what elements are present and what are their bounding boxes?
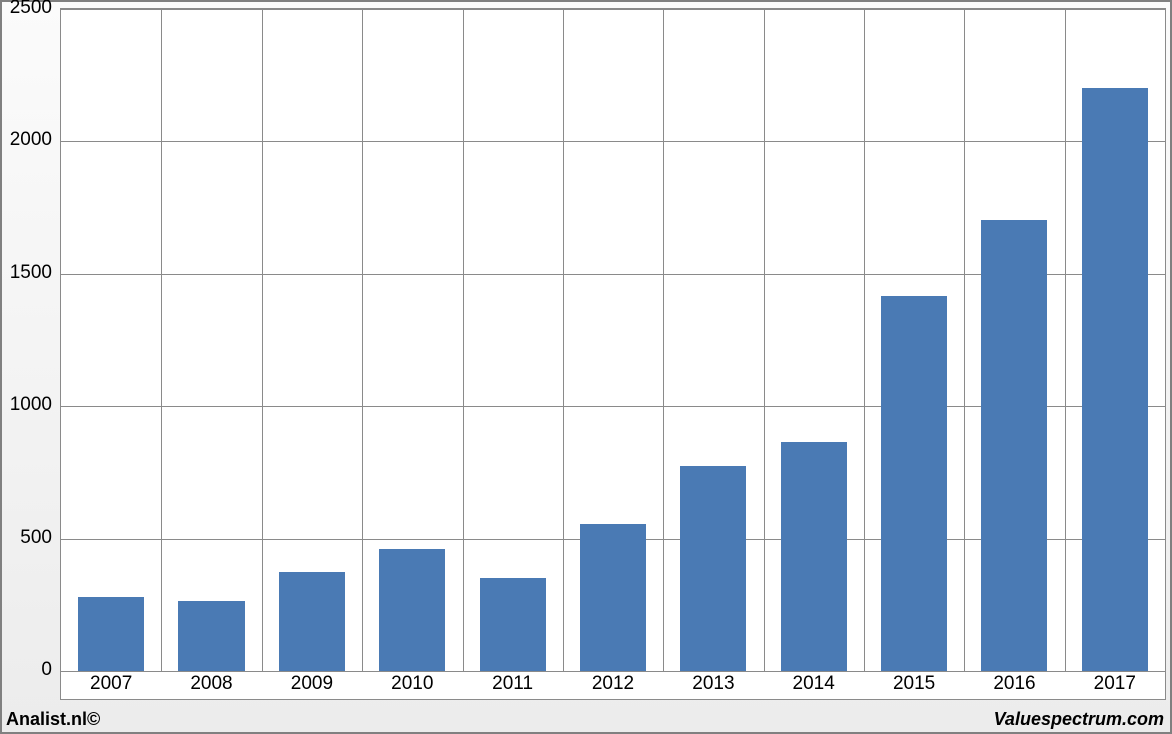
bar [480, 578, 546, 671]
bar [1082, 88, 1148, 671]
footer-right-credit: Valuespectrum.com [994, 709, 1164, 730]
x-tick-label: 2011 [492, 673, 533, 695]
gridline-v [964, 9, 965, 671]
gridline-v [764, 9, 765, 671]
chart-frame: 0 500 1000 1500 2000 2500 [0, 0, 1172, 734]
gridline-h [61, 141, 1165, 142]
x-tick-label: 2012 [592, 673, 634, 695]
gridline-v [1065, 9, 1066, 671]
bar [78, 597, 144, 671]
y-tick-label: 1000 [2, 394, 52, 416]
y-tick-label: 500 [2, 527, 52, 549]
gridline-v [663, 9, 664, 671]
y-tick-label: 2500 [2, 0, 52, 19]
bar [580, 524, 646, 671]
x-tick-label: 2016 [993, 673, 1035, 695]
gridline-v [262, 9, 263, 671]
x-tick-label: 2014 [793, 673, 835, 695]
gridline-v [362, 9, 363, 671]
y-tick-label: 2000 [2, 129, 52, 151]
x-axis-line [61, 671, 1165, 672]
x-tick-label: 2017 [1094, 673, 1136, 695]
x-tick-label: 2010 [391, 673, 433, 695]
bar [178, 601, 244, 671]
footer-left-credit: Analist.nl© [6, 709, 100, 730]
gridline-h [61, 9, 1165, 10]
bar [781, 442, 847, 671]
bar [379, 549, 445, 671]
x-tick-label: 2009 [291, 673, 333, 695]
bar [981, 220, 1047, 672]
x-tick-label: 2013 [692, 673, 734, 695]
x-tick-label: 2008 [190, 673, 232, 695]
plot-area: 2007 2008 2009 2010 2011 2012 2013 2014 … [60, 8, 1166, 700]
gridline-v [463, 9, 464, 671]
gridline-v [864, 9, 865, 671]
y-tick-label: 1500 [2, 262, 52, 284]
x-tick-label: 2015 [893, 673, 935, 695]
bar [279, 572, 345, 671]
gridline-v [563, 9, 564, 671]
x-tick-label: 2007 [90, 673, 132, 695]
gridline-v [161, 9, 162, 671]
y-tick-label: 0 [2, 659, 52, 681]
bar [881, 296, 947, 671]
bar [680, 466, 746, 671]
